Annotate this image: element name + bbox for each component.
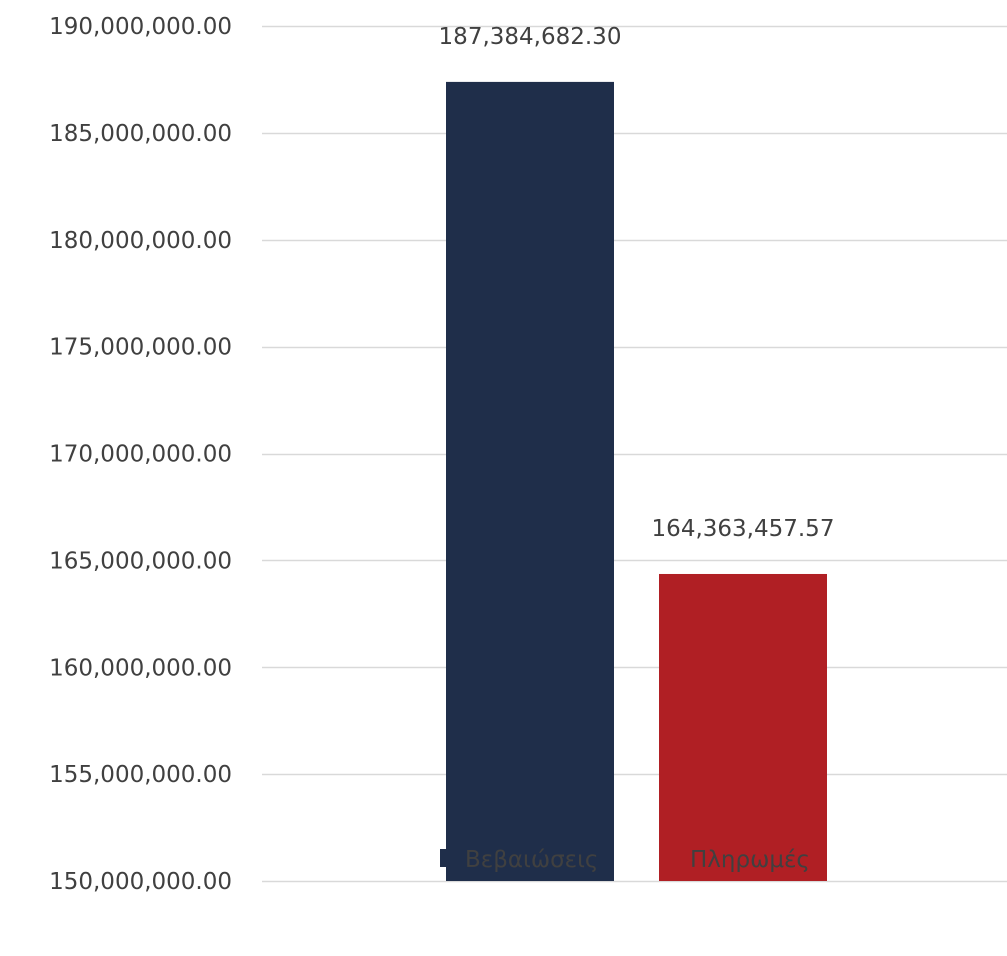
y-tick-label: 170,000,000.00 (49, 442, 232, 468)
y-tick-label: 190,000,000.00 (49, 14, 232, 40)
y-tick-label: 150,000,000.00 (49, 869, 232, 895)
data-label: 164,363,457.57 (652, 516, 835, 542)
y-tick-label: 155,000,000.00 (49, 762, 232, 788)
bars (446, 81, 827, 882)
gridlines (262, 25, 1007, 883)
bar-vevaioseis (446, 81, 614, 882)
data-labels: 187,384,682.30 164,363,457.57 (439, 24, 835, 542)
bar-pliromes (659, 573, 827, 881)
legend-label: Βεβαιώσεις (465, 847, 598, 873)
y-tick-label: 185,000,000.00 (49, 121, 232, 147)
data-label: 187,384,682.30 (439, 24, 622, 50)
legend-swatch (440, 849, 458, 867)
y-tick-label: 175,000,000.00 (49, 335, 232, 361)
y-tick-label: 160,000,000.00 (49, 655, 232, 681)
legend-label: Πληρωμές (690, 847, 810, 873)
legend: Βεβαιώσεις Πληρωμές (440, 847, 810, 873)
y-tick-label: 165,000,000.00 (49, 548, 232, 574)
legend-swatch (665, 849, 683, 867)
y-axis-tick-labels: 150,000,000.00 155,000,000.00 160,000,000.… (49, 14, 232, 895)
y-tick-label: 180,000,000.00 (49, 228, 232, 254)
